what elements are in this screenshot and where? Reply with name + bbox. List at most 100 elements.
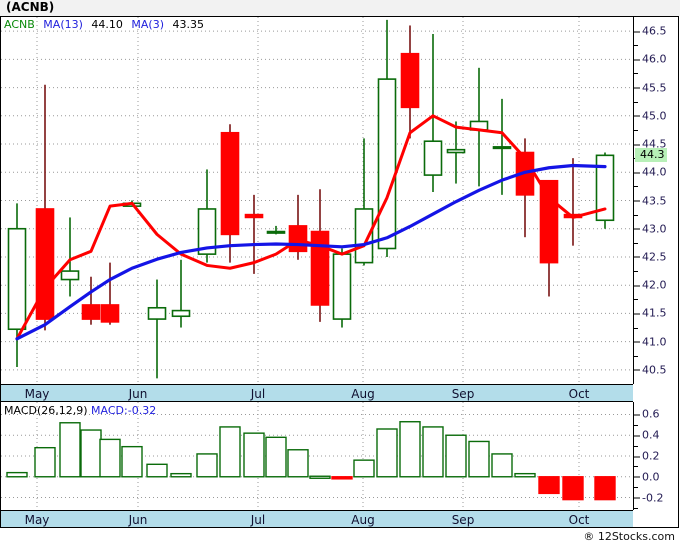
page-title: (ACNB) xyxy=(6,0,55,14)
candlestick[interactable] xyxy=(423,33,443,193)
macd-bar[interactable] xyxy=(399,421,421,478)
macd-bar[interactable] xyxy=(34,446,56,478)
macd-bar[interactable] xyxy=(146,463,168,478)
macd-bar[interactable] xyxy=(243,432,265,478)
macd-plot xyxy=(1,402,633,510)
candlestick[interactable] xyxy=(100,262,120,325)
price-y-minor-tick xyxy=(634,129,638,131)
price-y-minor-tick xyxy=(634,299,638,301)
macd-bar[interactable] xyxy=(80,429,102,478)
price-y-minor-tick xyxy=(634,186,638,188)
candlestick[interactable] xyxy=(446,121,466,184)
month-label: Oct xyxy=(568,513,590,527)
month-label: Jul xyxy=(250,387,266,401)
price-y-tick: 45.5 xyxy=(634,81,667,95)
candlestick[interactable] xyxy=(595,152,615,229)
macd-y-minor-tick xyxy=(634,466,638,468)
candlestick[interactable] xyxy=(220,124,240,263)
macd-bar[interactable] xyxy=(514,472,536,478)
candle-body xyxy=(244,213,264,219)
macd-bar[interactable] xyxy=(594,476,616,501)
legend-ma13-label: MA(13) xyxy=(43,18,83,31)
macd-bar[interactable] xyxy=(331,476,353,480)
macd-y-axis: 0.6 0.4 0.2 0.0 -0.2 xyxy=(633,402,679,510)
macd-bar[interactable] xyxy=(59,422,81,478)
macd-bar[interactable] xyxy=(99,438,121,478)
macd-y-tick: 0.6 xyxy=(634,407,660,421)
price-y-tick: 43.5 xyxy=(634,194,667,207)
candlestick[interactable] xyxy=(147,279,167,379)
candle-body xyxy=(354,208,374,264)
candle-body xyxy=(197,208,217,255)
month-axis-top: May Jun Jul Aug Sep Oct xyxy=(1,384,633,402)
price-y-axis: 44.3 40.5 41.0 41.5 42.0 42.5 43.0 43.5 44.0 44.… xyxy=(633,17,679,384)
title-bar: (ACNB) xyxy=(0,0,680,16)
candlestick[interactable] xyxy=(469,67,489,187)
macd-bar[interactable] xyxy=(219,426,241,478)
macd-y-minor-tick xyxy=(634,487,638,489)
candle-body xyxy=(492,146,512,150)
month-axis-bottom: May Jun Jul Aug Sep Oct xyxy=(1,510,633,528)
candlestick[interactable] xyxy=(7,203,27,368)
macd-bar[interactable] xyxy=(376,428,398,478)
candlestick[interactable] xyxy=(400,25,420,139)
macd-bar[interactable] xyxy=(121,445,143,478)
candle-body xyxy=(81,304,101,320)
candlestick[interactable] xyxy=(35,84,55,331)
price-legend: ACNB MA(13) 44.10 MA(3) 43.35 xyxy=(4,18,209,31)
price-y-minor-tick xyxy=(634,73,638,75)
price-y-tick: 44.5 xyxy=(634,137,667,151)
price-y-tick: 40.5 xyxy=(634,363,667,377)
candle-body xyxy=(310,230,330,306)
candle-body xyxy=(220,131,240,236)
candlestick[interactable] xyxy=(310,189,330,322)
candlestick[interactable] xyxy=(266,225,286,235)
macd-bar[interactable] xyxy=(309,475,331,479)
macd-bar[interactable] xyxy=(562,476,584,501)
macd-bar[interactable] xyxy=(196,453,218,478)
macd-y-tick: 0.4 xyxy=(634,428,660,442)
month-label: Jun xyxy=(128,513,148,527)
candlestick[interactable] xyxy=(81,276,101,325)
month-label: Sep xyxy=(451,513,475,527)
candlestick[interactable] xyxy=(171,259,191,328)
macd-bar[interactable] xyxy=(353,459,375,478)
candle-body xyxy=(400,52,420,109)
legend-ma13-value: 44.10 xyxy=(91,18,123,31)
macd-bar[interactable] xyxy=(468,440,490,478)
price-plot xyxy=(1,17,633,384)
candlestick[interactable] xyxy=(60,217,80,297)
candle-body xyxy=(171,309,191,318)
legend-ma3-value: 43.35 xyxy=(172,18,205,31)
price-chart-panel[interactable] xyxy=(1,17,633,384)
macd-bar[interactable] xyxy=(445,434,467,478)
candlestick[interactable] xyxy=(332,248,352,328)
candlestick[interactable] xyxy=(288,194,308,260)
last-price-tag: 44.3 xyxy=(635,148,667,163)
candle-body xyxy=(35,208,55,320)
price-y-tick: 44.0 xyxy=(634,165,667,179)
macd-bar[interactable] xyxy=(287,449,309,478)
macd-bar[interactable] xyxy=(538,476,560,495)
macd-y-tick: 0.0 xyxy=(634,470,660,484)
candle-body xyxy=(539,179,559,264)
macd-y-minor-tick xyxy=(634,507,638,509)
macd-bar[interactable] xyxy=(170,472,192,478)
price-y-tick: 45.0 xyxy=(634,109,667,123)
ma3-line xyxy=(15,114,607,341)
candlestick[interactable] xyxy=(197,169,217,263)
macd-bar[interactable] xyxy=(265,436,287,478)
macd-bar[interactable] xyxy=(422,426,444,478)
candle-body xyxy=(595,154,615,222)
macd-legend: MACD(26,12,9) MACD:-0.32 xyxy=(4,404,156,417)
month-label: May xyxy=(24,513,50,527)
macd-bar[interactable] xyxy=(491,453,513,478)
month-label: May xyxy=(24,387,50,401)
candlestick[interactable] xyxy=(377,19,397,257)
macd-chart-panel[interactable] xyxy=(1,402,633,510)
macd-value: MACD:-0.32 xyxy=(91,404,157,417)
candlestick[interactable] xyxy=(244,194,264,274)
candle-body xyxy=(423,140,443,176)
macd-bar[interactable] xyxy=(6,471,28,478)
price-y-minor-tick xyxy=(634,271,638,273)
